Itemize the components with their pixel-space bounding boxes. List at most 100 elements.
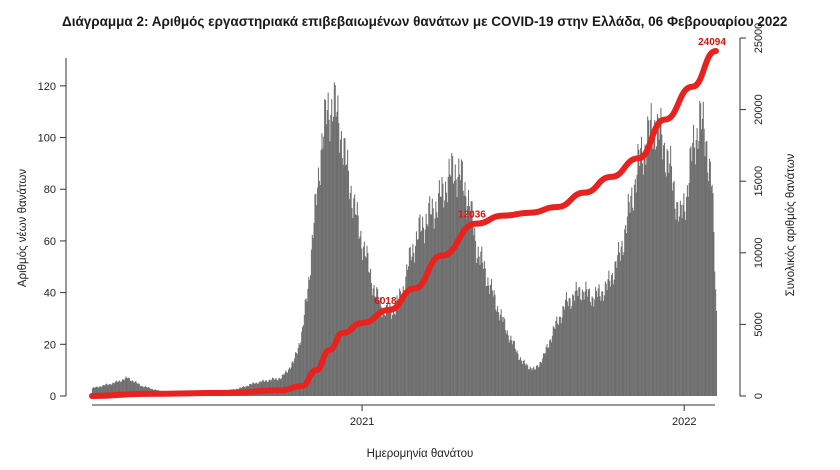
daily-death-bar	[316, 205, 318, 396]
daily-death-bar	[455, 179, 457, 396]
daily-death-bar	[580, 299, 582, 396]
daily-death-bar	[103, 385, 105, 396]
daily-death-bar	[321, 133, 323, 397]
daily-death-bar	[473, 235, 475, 396]
daily-death-bar	[668, 172, 670, 396]
daily-death-bar	[671, 190, 673, 396]
daily-death-bar	[659, 125, 661, 397]
daily-death-bar	[355, 215, 357, 396]
daily-death-bar	[422, 216, 424, 396]
daily-death-bar	[637, 143, 639, 396]
daily-death-bar	[554, 329, 556, 396]
daily-death-bar	[355, 214, 357, 396]
daily-death-bar	[297, 348, 299, 396]
daily-death-bar	[407, 266, 410, 396]
daily-death-bar	[495, 309, 497, 396]
y-tick-label: 120	[38, 81, 56, 93]
daily-death-bar	[466, 218, 468, 396]
daily-death-bar	[395, 301, 397, 396]
daily-death-bar	[655, 146, 658, 396]
daily-death-bar	[515, 352, 517, 396]
daily-death-bar	[551, 335, 553, 396]
daily-death-bar	[499, 314, 501, 396]
daily-death-bar	[112, 382, 114, 396]
daily-death-bar	[600, 300, 602, 396]
daily-death-bar	[630, 195, 632, 396]
daily-death-bar	[675, 219, 677, 396]
daily-death-bar	[408, 248, 410, 396]
daily-death-bar	[111, 384, 113, 396]
daily-death-bar	[507, 335, 509, 396]
daily-death-bar	[324, 99, 326, 397]
daily-death-bar	[543, 353, 545, 396]
daily-death-bar	[560, 323, 562, 396]
daily-death-bar	[452, 156, 454, 396]
daily-death-bar	[437, 217, 439, 396]
daily-death-bar	[662, 159, 664, 396]
daily-death-bar	[298, 343, 300, 396]
daily-death-bar	[430, 214, 432, 396]
daily-death-bar	[98, 387, 100, 396]
daily-death-bar	[615, 261, 617, 396]
daily-death-bar	[134, 381, 136, 396]
daily-death-bar	[655, 149, 657, 396]
daily-death-bar	[565, 299, 567, 396]
daily-death-bar	[474, 227, 476, 396]
daily-death-bar	[451, 153, 453, 396]
daily-death-bar	[683, 193, 685, 396]
daily-death-bar	[308, 276, 310, 396]
daily-death-bar	[692, 142, 694, 396]
daily-death-bar	[358, 238, 360, 396]
daily-death-bar	[368, 271, 370, 396]
daily-death-bar	[484, 268, 486, 396]
daily-death-bar	[641, 163, 643, 396]
daily-death-bar	[517, 353, 519, 396]
daily-death-bar	[618, 252, 620, 396]
daily-death-bar	[711, 184, 713, 396]
daily-death-bar	[332, 121, 334, 396]
daily-death-bar	[582, 291, 584, 396]
daily-death-bar	[669, 163, 671, 396]
daily-death-bar	[295, 352, 297, 396]
daily-death-bar	[638, 149, 640, 396]
daily-death-bar	[402, 286, 404, 396]
daily-death-bar	[422, 227, 425, 396]
daily-death-bar	[589, 302, 591, 396]
daily-death-bar	[520, 360, 522, 396]
daily-death-bar	[700, 103, 702, 396]
daily-death-bar	[529, 366, 531, 396]
daily-death-bar	[612, 284, 614, 396]
daily-death-bar	[526, 363, 528, 396]
daily-death-bar	[349, 192, 351, 396]
daily-death-bar	[656, 114, 658, 396]
daily-death-bar	[620, 246, 622, 396]
daily-death-bar	[380, 306, 382, 396]
daily-death-bar	[386, 302, 388, 396]
daily-death-bar	[431, 198, 433, 396]
daily-death-bar	[338, 123, 340, 397]
daily-death-bar	[95, 386, 97, 396]
daily-death-bar	[385, 305, 387, 396]
daily-death-bar	[490, 284, 492, 396]
daily-death-bar	[686, 185, 688, 396]
y-tick-label: 0	[50, 391, 56, 403]
daily-death-bar	[430, 214, 432, 396]
daily-death-bar	[667, 150, 669, 396]
daily-death-bar	[497, 305, 499, 396]
daily-death-bar	[508, 342, 510, 396]
daily-death-bar	[660, 107, 662, 397]
daily-death-bar	[502, 321, 504, 396]
daily-death-bar	[610, 275, 613, 396]
daily-death-bar	[122, 379, 124, 396]
daily-death-bar	[535, 369, 537, 396]
daily-death-bar	[138, 383, 140, 396]
daily-death-bar	[680, 204, 682, 396]
daily-death-bar	[699, 101, 701, 396]
daily-death-bar	[429, 196, 431, 396]
daily-death-bar	[340, 139, 342, 396]
y2-tick-label: 5000	[753, 312, 765, 336]
daily-death-bar	[491, 290, 493, 396]
daily-death-bar	[302, 325, 304, 396]
daily-death-bar	[485, 286, 487, 396]
